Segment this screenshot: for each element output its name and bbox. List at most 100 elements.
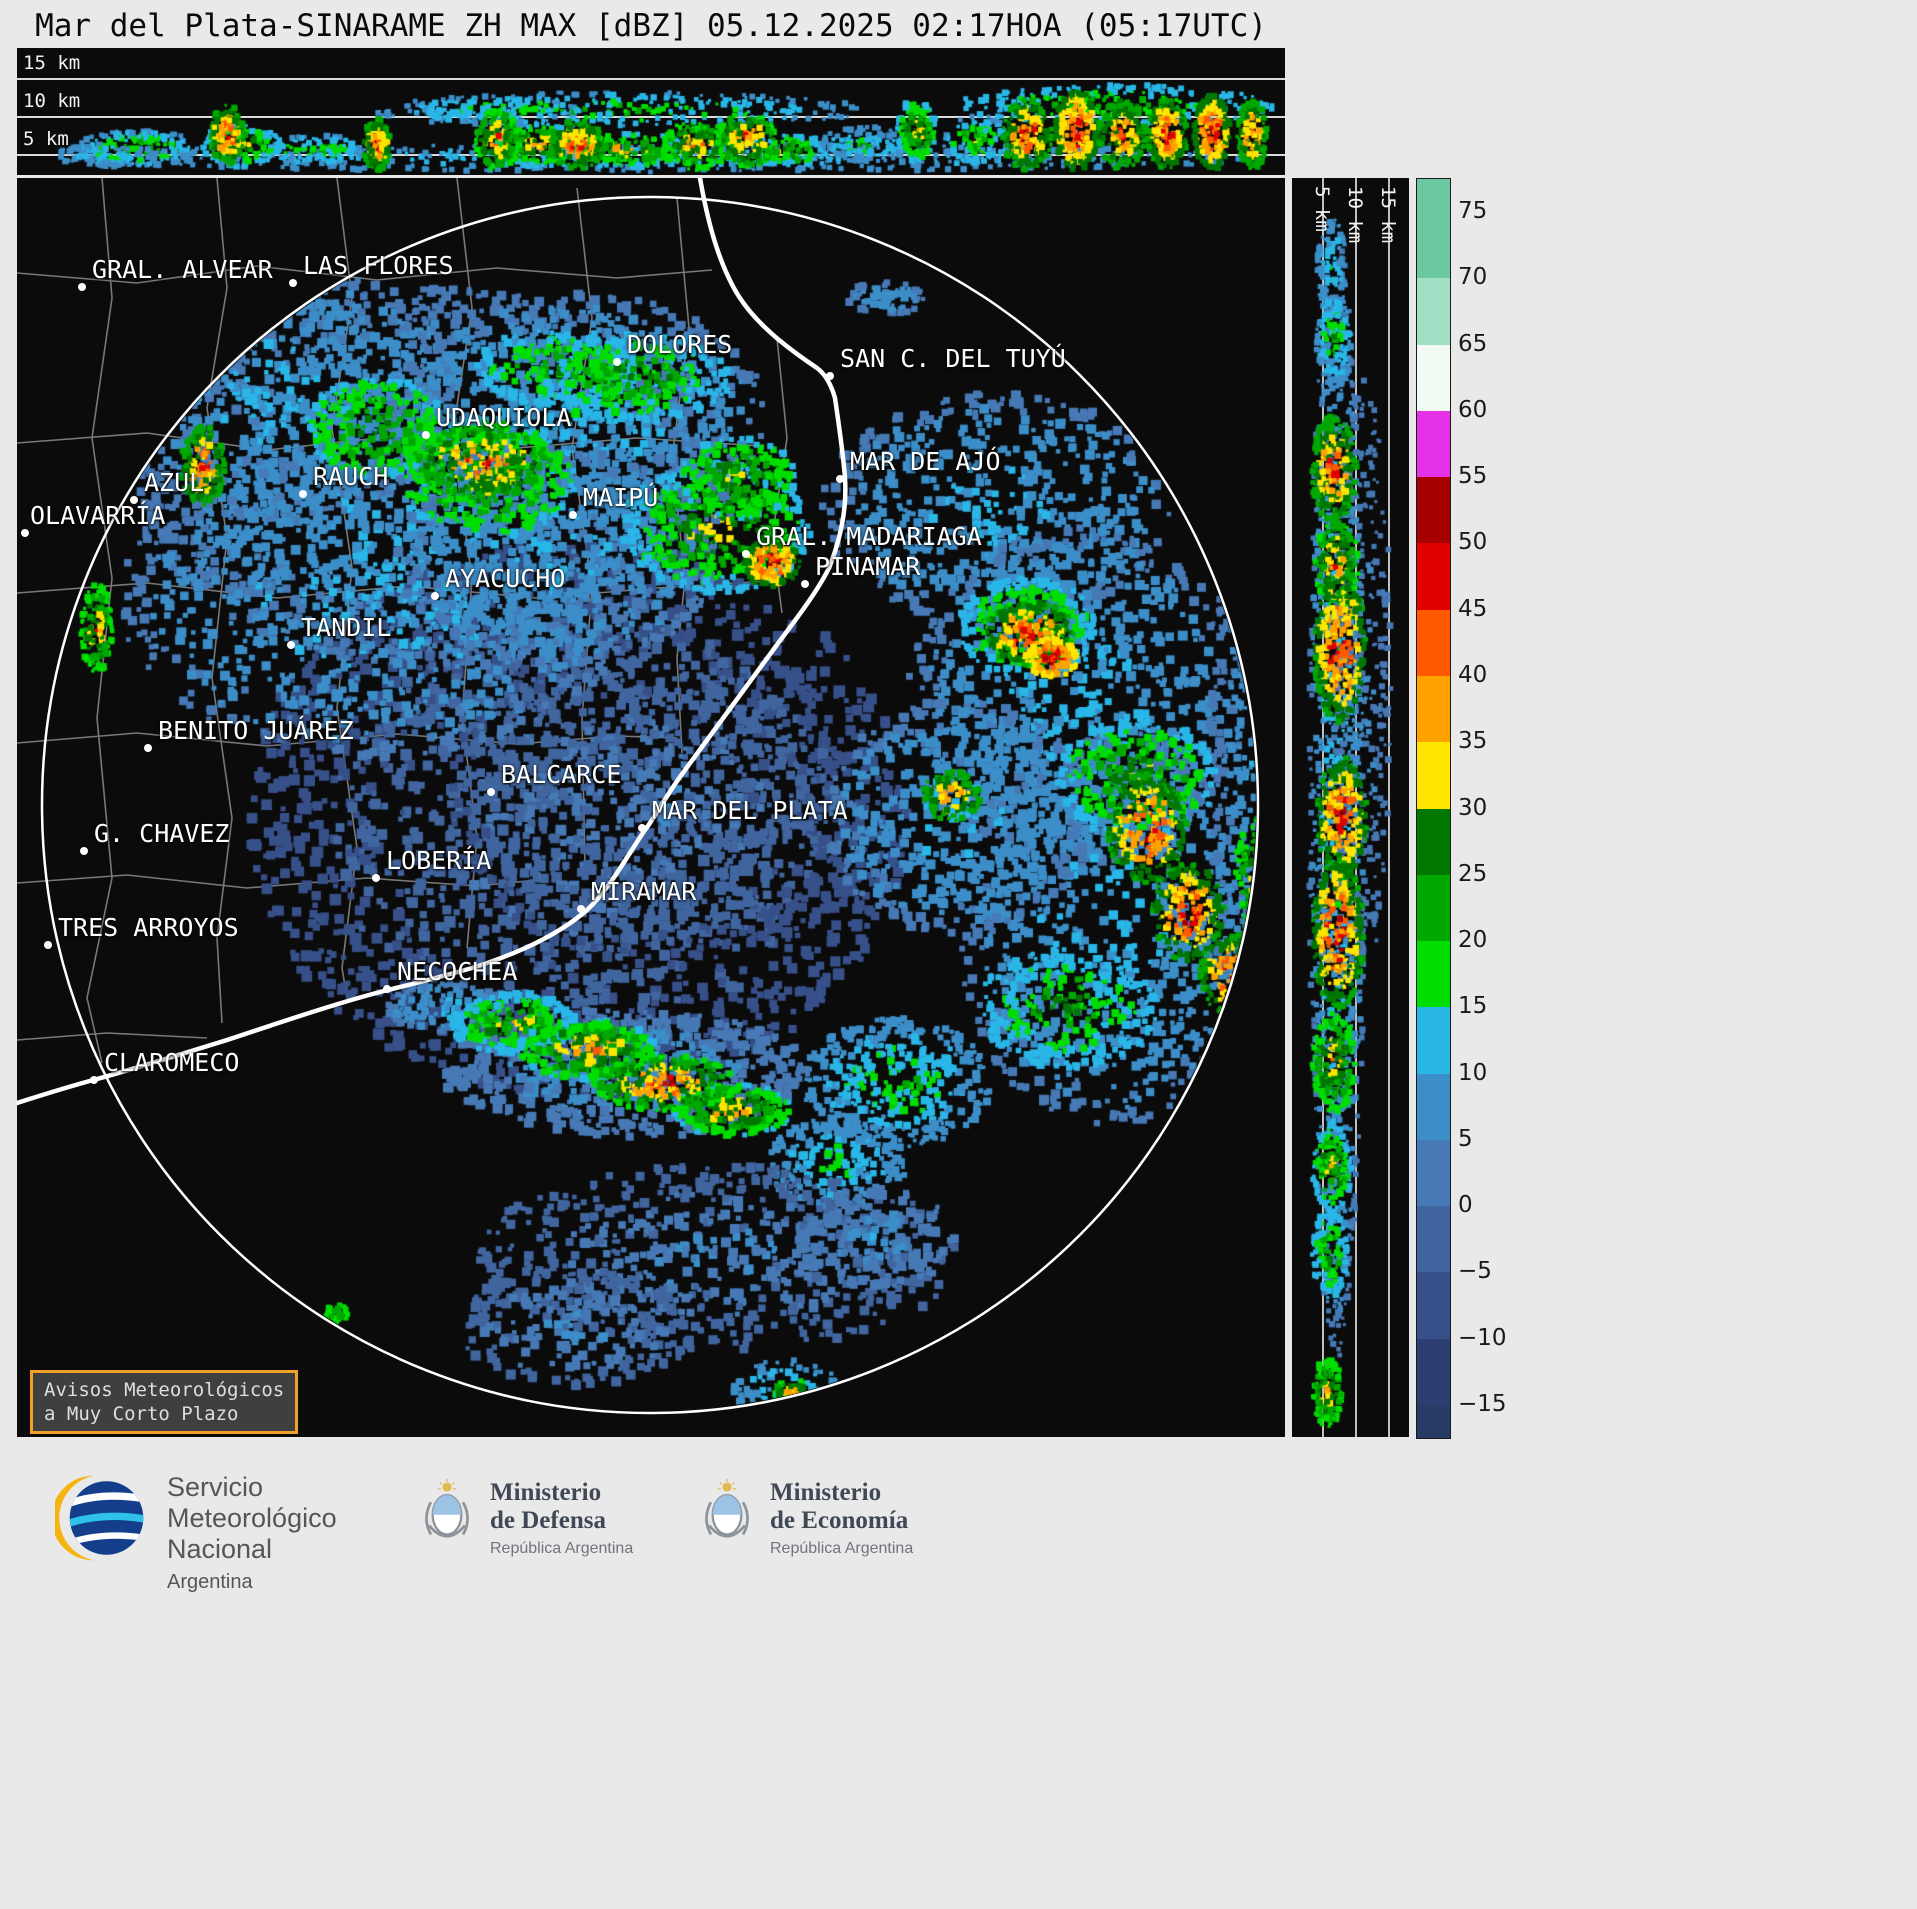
colorbar-tick-label: 35 (1458, 728, 1488, 755)
colorbar-tick-label: 55 (1458, 463, 1488, 490)
colorbar-segment (1417, 1007, 1450, 1075)
economia-wordmark: Ministerio de Economía República Argenti… (770, 1479, 913, 1558)
city-dot (144, 744, 152, 752)
city-label: TANDIL (301, 613, 392, 642)
colorbar-segment (1417, 742, 1450, 810)
city-dot (90, 1076, 98, 1084)
city-label: RAUCH (313, 462, 389, 491)
city-label: SAN C. DEL TUYÚ (840, 344, 1066, 373)
city-label: MIRAMAR (591, 877, 697, 906)
city-dot (638, 824, 646, 832)
city-dot (287, 641, 295, 649)
height-axis-label: 15 km (23, 52, 81, 74)
city-dot (44, 941, 52, 949)
city-dot (21, 529, 29, 537)
height-axis-label: 10 km (23, 90, 81, 112)
main-map-panel: GRAL. ALVEAR LAS FLORES DOLORES SAN C. DEL … (17, 178, 1285, 1437)
smn-line-3: Nacional (167, 1534, 273, 1564)
colorbar-segment (1417, 1139, 1450, 1207)
city-dot (299, 490, 307, 498)
smn-line-1: Servicio (167, 1472, 264, 1502)
city-dot (372, 874, 380, 882)
height-axis-label: 5 km (1311, 186, 1333, 232)
city-dot (613, 358, 621, 366)
city-dot (569, 511, 577, 519)
warning-line-2: a Muy Corto Plazo (44, 1403, 239, 1425)
colorbar-segment (1417, 675, 1450, 743)
city-dot (130, 496, 138, 504)
colorbar-segment (1417, 410, 1450, 478)
colorbar-segment (1417, 609, 1450, 677)
defensa-line-2: de Defensa (490, 1507, 606, 1534)
warning-box: Avisos Meteorológicos a Muy Corto Plazo (30, 1370, 299, 1434)
radar-echoes-main (17, 178, 1285, 1437)
colorbar-segment (1417, 1206, 1450, 1274)
city-dot (289, 279, 297, 287)
height-axis-label: 15 km (1377, 186, 1399, 244)
city-dot (431, 592, 439, 600)
range-ring (40, 195, 1260, 1415)
city-dot (487, 788, 495, 796)
footer: Servicio Meteorológico Nacional Argentin… (0, 1437, 1917, 1909)
city-label: NECOCHEA (397, 957, 518, 986)
city-dot (80, 847, 88, 855)
colorbar-tick-label: 70 (1458, 264, 1488, 291)
city-label: G. CHAVEZ (94, 819, 230, 848)
height-axis-label: 10 km (1344, 186, 1366, 244)
city-label: UDAQUIOLA (436, 403, 572, 432)
page-title: Mar del Plata-SINARAME ZH MAX [dBZ] 05.1… (35, 8, 1267, 44)
colorbar-segment (1417, 543, 1450, 611)
smn-brand: Servicio Meteorológico Nacional Argentin… (55, 1472, 337, 1598)
radar-echoes-right (1292, 178, 1409, 1437)
colorbar-tick-label: −5 (1458, 1258, 1492, 1285)
smn-wordmark: Servicio Meteorológico Nacional Argentin… (167, 1472, 337, 1598)
city-label: LAS FLORES (303, 251, 454, 280)
economia-line-1: Ministerio (770, 1479, 882, 1506)
city-label: MAIPÚ (583, 483, 659, 512)
city-label: MAR DE AJÓ (850, 447, 1001, 476)
colorbar-segment (1417, 1272, 1450, 1340)
colorbar-tick-label: 60 (1458, 396, 1488, 423)
city-label: BENITO JUÁREZ (158, 716, 354, 745)
defensa-wordmark: Ministerio de Defensa República Argentin… (490, 1479, 633, 1558)
colorbar-segment (1417, 1073, 1450, 1141)
colorbar-tick-label: 30 (1458, 794, 1488, 821)
colorbar-tick-label: 15 (1458, 993, 1488, 1020)
colorbar-cap (1417, 1405, 1450, 1438)
height-axis-label: 5 km (23, 128, 69, 150)
city-dot (577, 905, 585, 913)
defensa-brand: Ministerio de Defensa República Argentin… (420, 1479, 633, 1558)
warning-line-1: Avisos Meteorológicos (44, 1379, 285, 1401)
city-label: DOLORES (627, 330, 733, 359)
coat-of-arms-icon (705, 1479, 749, 1538)
colorbar-segment (1417, 212, 1450, 279)
colorbar-tick-label: 10 (1458, 1059, 1488, 1086)
economia-line-2: de Economía (770, 1507, 909, 1534)
city-label: BALCARCE (501, 760, 622, 789)
colorbar-segment (1417, 1338, 1450, 1406)
colorbar-tick-labels: 75 70 65 60 55 50 45 40 35 30 25 20 15 10 5 0 −5 −10 −15 (1458, 178, 1578, 1437)
city-label: MAR DEL PLATA (652, 796, 848, 825)
colorbar-tick-label: −10 (1458, 1324, 1507, 1351)
city-label: LOBERÍA (386, 846, 492, 875)
colorbar-tick-label: −15 (1458, 1391, 1507, 1417)
coat-of-arms-icon (425, 1479, 469, 1538)
colorbar-segment (1417, 874, 1450, 942)
economia-sub: República Argentina (770, 1540, 914, 1557)
city-label: AYACUCHO (445, 564, 566, 593)
city-label: GRAL. ALVEAR (92, 255, 273, 284)
colorbar-tick-label: 75 (1458, 198, 1488, 224)
colorbar-segment (1417, 344, 1450, 412)
colorbar-tick-label: 65 (1458, 330, 1488, 357)
colorbar-segment (1417, 808, 1450, 876)
smn-line-4: Argentina (167, 1571, 253, 1593)
city-dot (742, 550, 750, 558)
city-label: OLAVARRÍA (30, 501, 166, 530)
smn-line-2: Meteorológico (167, 1503, 337, 1533)
city-dot (801, 580, 809, 588)
right-cross-section-panel: 5 km 10 km 15 km (1292, 178, 1409, 1437)
city-dot (383, 985, 391, 993)
colorbar-tick-label: 50 (1458, 529, 1488, 556)
city-label: AZUL (144, 468, 205, 497)
colorbar-segment (1417, 477, 1450, 544)
